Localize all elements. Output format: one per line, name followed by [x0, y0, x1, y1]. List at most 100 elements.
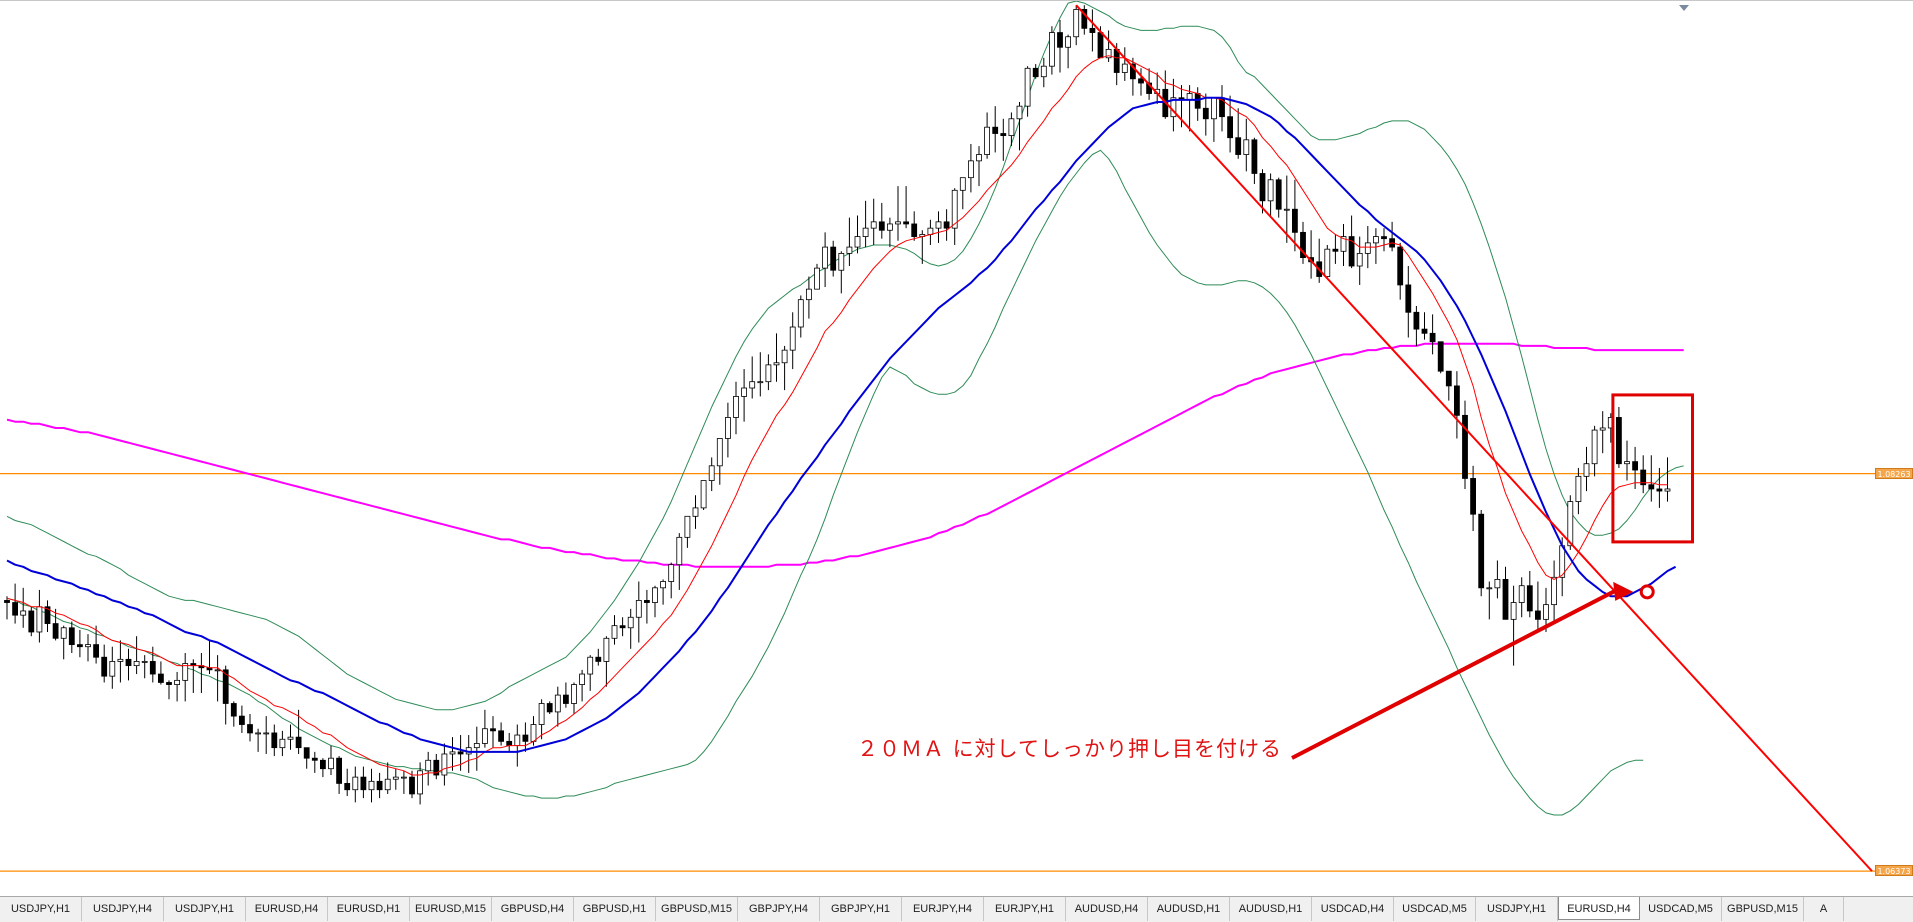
candle-body: [247, 724, 253, 734]
chart-tab[interactable]: EURUSD,H4: [246, 897, 328, 921]
candle-body: [514, 734, 521, 746]
candle-body: [1073, 9, 1080, 38]
chart-tab-bar: USDJPY,H1 USDJPY,H4 USDJPY,H1 EURUSD,H4 EURU…: [0, 896, 1913, 922]
candle-body: [757, 381, 764, 384]
candle-body: [733, 396, 739, 418]
candle-body: [133, 661, 140, 667]
candle-body: [1575, 475, 1582, 502]
candle-body: [1219, 97, 1225, 118]
candle-body: [1445, 370, 1452, 387]
chart-tab[interactable]: EURUSD,H4: [1558, 897, 1640, 920]
chart-tab[interactable]: EURUSD,M15: [410, 897, 492, 921]
candle-body: [1364, 242, 1371, 254]
price-level-label-lower: 1.06373: [1875, 865, 1913, 877]
price-level-label-upper: 1.08263: [1875, 467, 1913, 479]
candle-body: [360, 776, 367, 791]
candle-body: [441, 753, 448, 776]
trendline: [1075, 4, 1873, 872]
chart-tab[interactable]: USDJPY,H1: [164, 897, 246, 921]
candle-body: [287, 736, 294, 740]
chart-tab[interactable]: USDJPY,H1: [1476, 897, 1558, 921]
candle-body: [368, 780, 375, 791]
chart-tab[interactable]: GBPJPY,H4: [738, 897, 820, 921]
candle-body: [473, 743, 480, 749]
chart-shift-marker[interactable]: [1679, 5, 1689, 11]
candle-body: [789, 326, 796, 351]
candle-body: [1502, 579, 1509, 620]
chart-tab[interactable]: AUDUSD,H1: [1148, 897, 1230, 921]
candle-body: [927, 227, 934, 235]
candle-body: [1300, 231, 1306, 259]
chart-tab[interactable]: GBPUSD,M15: [656, 897, 738, 921]
chart-tab[interactable]: USDCAD,H4: [1312, 897, 1394, 921]
candle-body: [1089, 27, 1096, 33]
candle-body: [20, 610, 27, 616]
candle-body: [392, 776, 399, 780]
annotation-arrow-head: [1613, 581, 1634, 601]
candle-body: [943, 221, 950, 229]
candle-body: [878, 221, 885, 231]
candle-body: [1526, 585, 1533, 612]
candle-body: [1535, 610, 1541, 620]
chart-tab[interactable]: USDJPY,H4: [82, 897, 164, 921]
candle-body: [376, 780, 383, 791]
candle-body: [271, 732, 278, 749]
candle-body: [1470, 478, 1476, 515]
highlight-box: [1611, 393, 1695, 544]
chart-tab[interactable]: GBPUSD,H1: [574, 897, 656, 921]
candle-body: [279, 738, 286, 749]
price-chart[interactable]: [0, 1, 1913, 897]
candle-body: [1405, 284, 1412, 313]
chart-tab[interactable]: GBPUSD,M15: [1722, 897, 1804, 921]
candle-body: [1381, 236, 1387, 240]
candle-body: [36, 606, 43, 633]
candle-body: [1616, 417, 1622, 465]
candle-body: [1413, 311, 1420, 330]
candle-body: [959, 177, 966, 191]
candle-body: [895, 221, 901, 225]
candle-body: [44, 606, 51, 624]
chart-tab[interactable]: GBPJPY,H1: [820, 897, 902, 921]
candle-body: [627, 616, 634, 629]
candle-body: [117, 658, 124, 662]
chart-tab[interactable]: EURJPY,H1: [984, 897, 1066, 921]
chart-tab[interactable]: USDCAD,M5: [1640, 897, 1722, 921]
candle-body: [530, 724, 537, 742]
candle-body: [1397, 246, 1404, 286]
candle-body: [182, 663, 189, 681]
candle-body: [328, 757, 334, 770]
candle-body: [644, 600, 650, 603]
candle-body: [725, 417, 731, 439]
candle-body: [676, 536, 683, 566]
chart-tab[interactable]: AUDUSD,H1: [1230, 897, 1312, 921]
candle-body: [797, 299, 804, 328]
chart-tab[interactable]: EURJPY,H4: [902, 897, 984, 921]
candle-body: [149, 661, 156, 675]
chart-tab[interactable]: USDCAD,M5: [1394, 897, 1476, 921]
candle-body: [716, 438, 723, 467]
candle-body: [984, 126, 990, 155]
candle-body: [1478, 513, 1485, 589]
candle-body: [1040, 65, 1047, 78]
candle-body: [660, 581, 666, 589]
candle-body: [976, 154, 982, 162]
chart-area[interactable]: 1.08263 1.06373 ２０ＭＡ に対してしっかり押し目を付ける: [0, 0, 1913, 896]
candle-body: [1324, 248, 1331, 277]
chart-tab[interactable]: A: [1804, 897, 1844, 921]
candle-body: [1640, 469, 1647, 486]
candle-body: [1065, 36, 1071, 48]
chart-tab[interactable]: USDJPY,H1: [0, 897, 82, 921]
candle-body: [1000, 133, 1007, 137]
candle-body: [603, 637, 610, 662]
chart-tab[interactable]: AUDUSD,H4: [1066, 897, 1148, 921]
candle-body: [336, 757, 343, 784]
candle-body: [1211, 97, 1217, 120]
candle-body: [1202, 107, 1209, 120]
chart-tab[interactable]: EURUSD,H1: [328, 897, 410, 921]
candle-body: [862, 227, 869, 237]
chart-tab[interactable]: GBPUSD,H4: [492, 897, 574, 921]
candle-body: [319, 759, 326, 770]
candle-body: [60, 627, 67, 639]
candle-body: [1130, 63, 1136, 80]
candle-body: [814, 267, 820, 290]
